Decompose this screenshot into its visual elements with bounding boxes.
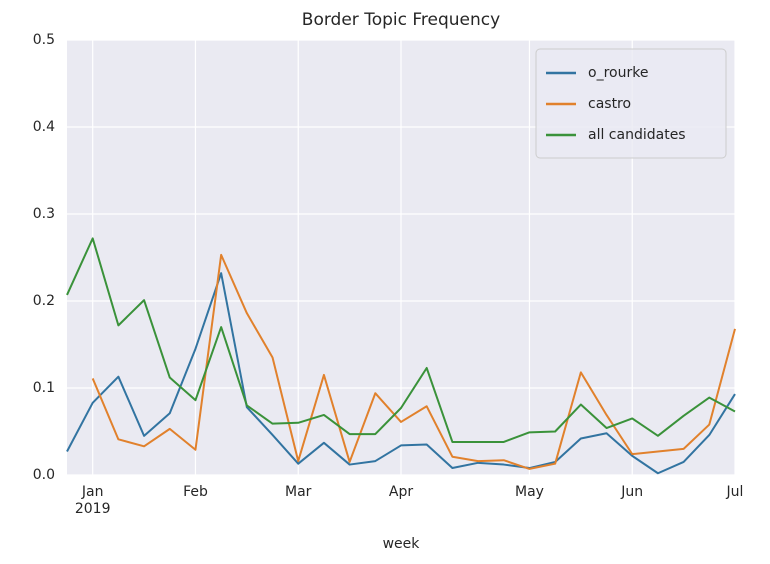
x-tick-label-line: May [515, 484, 544, 500]
y-tick-label: 0.1 [33, 380, 55, 396]
x-tick-label-line: 2019 [75, 501, 111, 517]
legend-label: o_rourke [588, 65, 648, 81]
x-tick-label: Apr [389, 484, 413, 500]
y-tick-label: 0.0 [33, 467, 55, 483]
x-tick-label: Feb [183, 484, 208, 500]
x-tick-label-line: Jun [620, 484, 643, 500]
line [66, 272, 736, 475]
chart-title: Border Topic Frequency [302, 10, 500, 30]
x-tick-label-line: Apr [389, 484, 413, 500]
line [66, 237, 736, 443]
x-tick-label: Mar [285, 484, 312, 500]
y-tick-label: 0.3 [33, 206, 55, 222]
legend-label: all candidates [588, 127, 686, 143]
x-tick-label: Jul [726, 484, 744, 500]
x-axis-label: week [383, 536, 421, 552]
x-tick-label-line: Jan [81, 484, 104, 500]
y-tick-label: 0.5 [33, 32, 55, 48]
x-tick-label: May [515, 484, 544, 500]
x-tick-label: Jan 2019 [75, 484, 111, 517]
y-tick-label: 0.2 [33, 293, 55, 309]
x-tick-label-line: Jul [726, 484, 744, 500]
x-tick-label: Jun [620, 484, 643, 500]
y-tick-label: 0.4 [33, 119, 55, 135]
line [91, 253, 736, 470]
legend-label: castro [588, 96, 631, 112]
x-tick-label-line: Feb [183, 484, 208, 500]
legend-box [535, 48, 727, 159]
x-tick-label-line: Mar [285, 484, 312, 500]
